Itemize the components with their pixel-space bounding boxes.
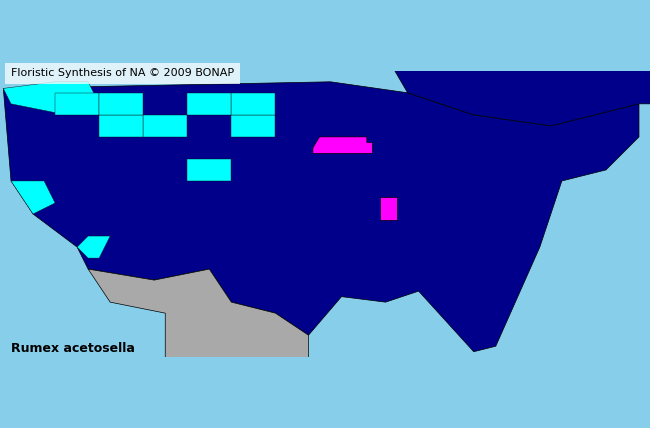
Polygon shape — [11, 181, 55, 214]
Polygon shape — [380, 197, 396, 220]
Polygon shape — [231, 93, 276, 115]
Text: Rumex acetosella: Rumex acetosella — [11, 342, 135, 355]
Polygon shape — [0, 0, 650, 126]
Polygon shape — [187, 93, 231, 115]
Polygon shape — [3, 82, 639, 352]
Polygon shape — [99, 115, 143, 137]
Polygon shape — [187, 159, 231, 181]
Polygon shape — [88, 269, 408, 428]
Polygon shape — [3, 82, 99, 115]
Polygon shape — [55, 93, 99, 115]
Polygon shape — [99, 93, 143, 115]
Polygon shape — [313, 137, 372, 153]
Polygon shape — [143, 115, 187, 137]
Polygon shape — [231, 115, 276, 137]
Polygon shape — [77, 236, 110, 258]
Text: Floristic Synthesis of NA © 2009 BONAP: Floristic Synthesis of NA © 2009 BONAP — [11, 68, 234, 78]
